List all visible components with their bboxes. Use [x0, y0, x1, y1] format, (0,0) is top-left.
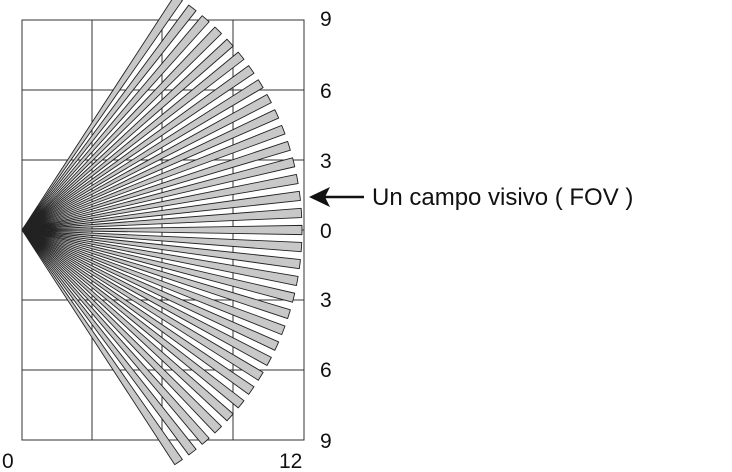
detection-beam	[21, 173, 299, 231]
detection-beam	[21, 140, 291, 231]
detection-beam	[21, 229, 299, 287]
detection-beam	[21, 229, 222, 434]
x-label-0: 0	[2, 450, 14, 472]
detection-beam	[21, 4, 197, 231]
detection-beam	[21, 157, 296, 231]
detection-beam	[21, 224, 303, 236]
y-label-center-0: 0	[320, 220, 332, 243]
x-axis-labels: 0 12	[2, 450, 302, 472]
detection-beam	[21, 15, 210, 231]
y-label-top-6: 6	[320, 80, 332, 103]
y-axis-labels: 9 6 3 0 3 6 9	[320, 8, 332, 453]
y-label-top-3: 3	[320, 150, 332, 173]
detection-beam	[21, 190, 301, 231]
detection-beam	[21, 229, 296, 303]
detection-beam	[21, 0, 183, 231]
detection-beam	[21, 38, 234, 231]
detection-beam	[21, 229, 291, 320]
y-label-bottom-6: 6	[320, 359, 332, 382]
detection-beam	[21, 94, 272, 231]
detection-beam	[21, 229, 255, 395]
detection-beams	[21, 0, 303, 466]
detection-beam	[21, 229, 245, 409]
detection-beam	[21, 229, 301, 270]
detection-beam	[21, 229, 264, 381]
detection-beam	[21, 26, 222, 231]
detection-beam	[21, 229, 280, 351]
detection-beam	[21, 79, 264, 231]
detection-beam	[21, 229, 210, 445]
x-label-12: 12	[279, 450, 302, 472]
fov-label: Un campo visivo ( FOV )	[372, 184, 633, 211]
detection-beam	[21, 229, 303, 253]
detection-beam	[21, 109, 280, 231]
y-label-bottom-9: 9	[320, 430, 332, 453]
detection-beam	[21, 207, 303, 231]
y-label-top-9: 9	[320, 8, 332, 31]
detection-beam	[21, 65, 255, 231]
detection-beam	[21, 229, 197, 456]
detection-beam	[21, 229, 234, 422]
detection-beam	[21, 229, 272, 366]
left-arrow-icon	[309, 187, 330, 207]
detection-beam	[21, 51, 245, 231]
detection-beam	[21, 124, 286, 231]
fov-annotation: Un campo visivo ( FOV )	[309, 184, 633, 211]
detection-beam	[21, 229, 183, 466]
detection-beam	[21, 229, 286, 336]
y-label-bottom-3: 3	[320, 289, 332, 312]
